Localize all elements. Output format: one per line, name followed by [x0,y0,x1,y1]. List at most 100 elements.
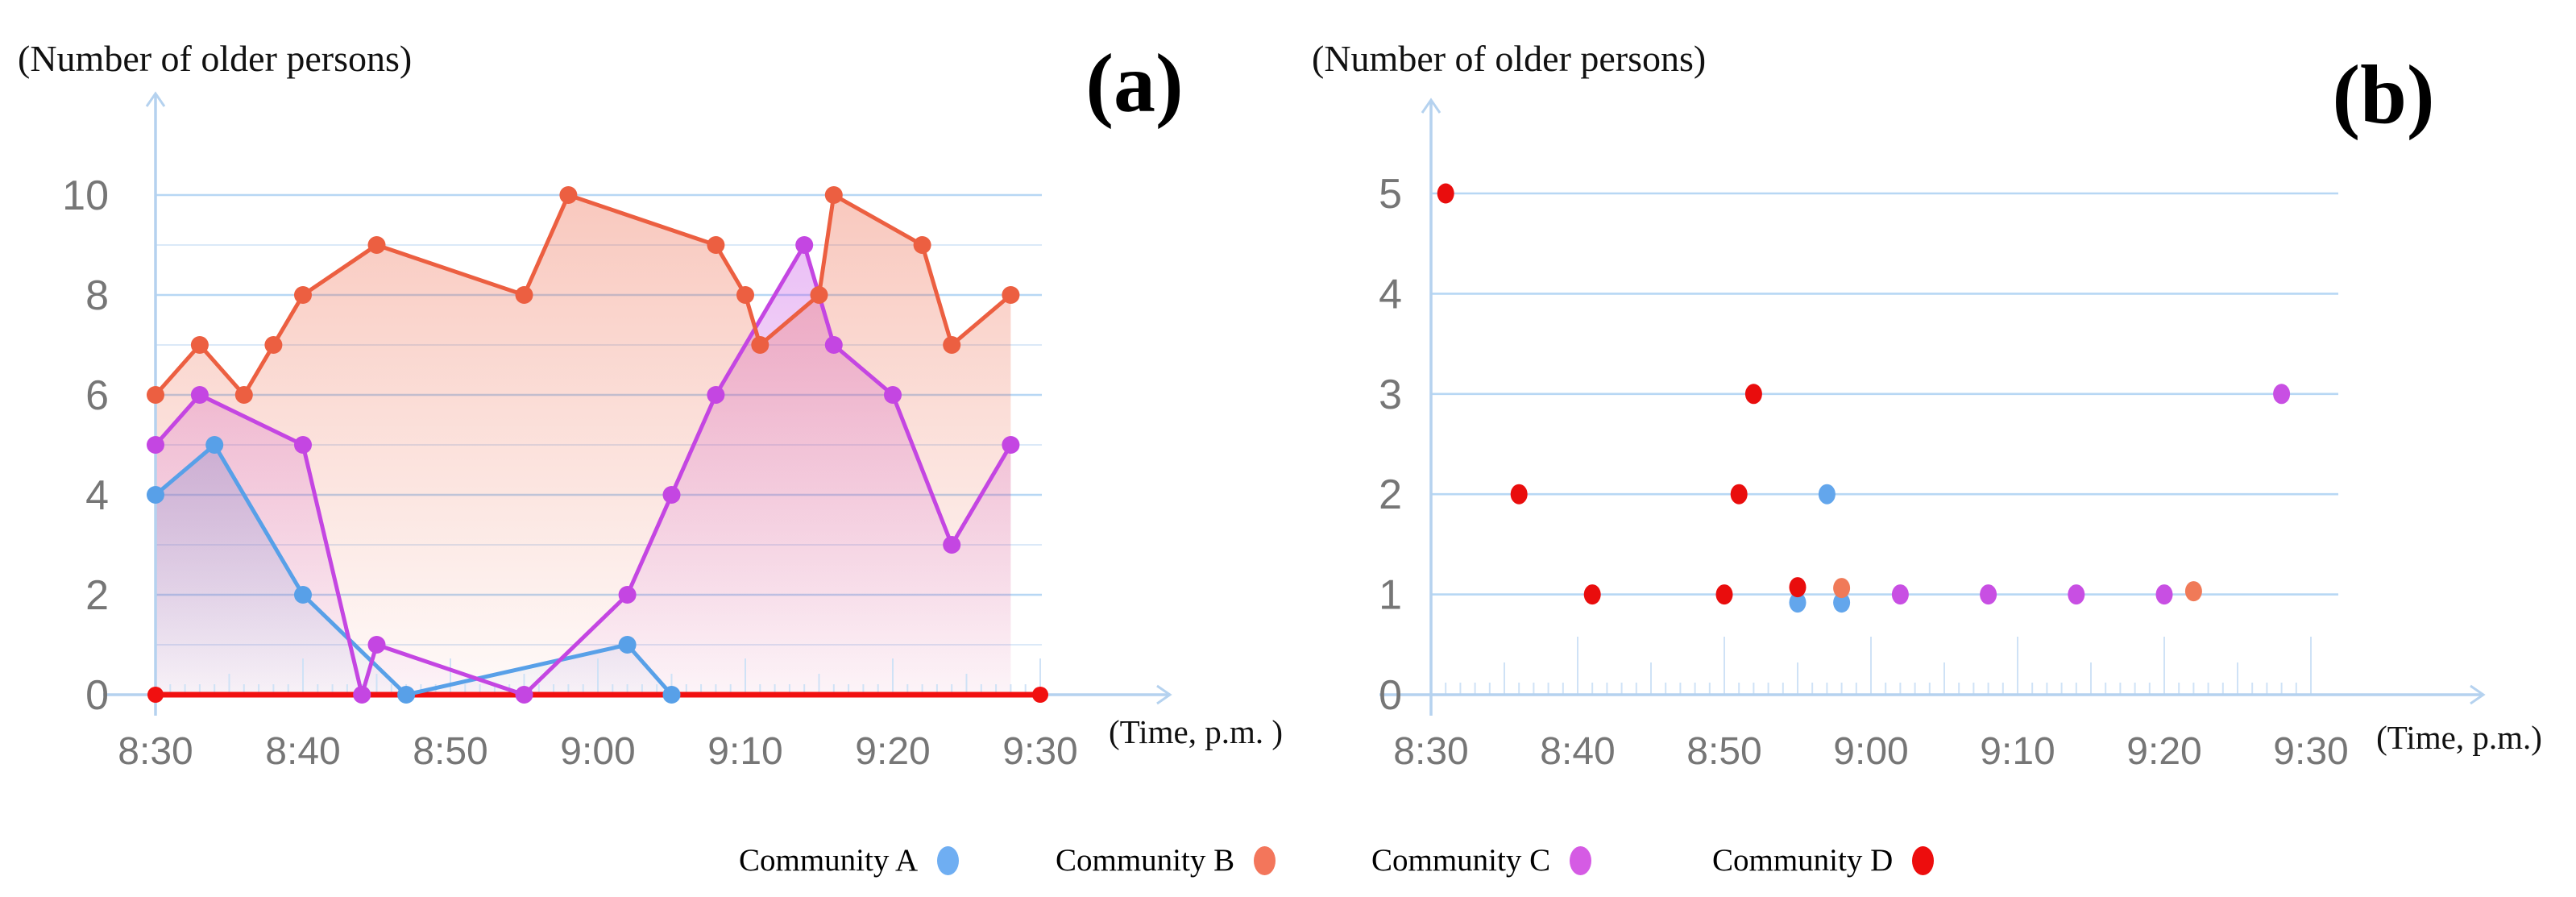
data-point-community-b [824,186,843,204]
data-point-community-d [1437,183,1454,204]
x-tick-label-9:00: 9:00 [560,730,635,773]
data-point-community-a [205,436,224,454]
data-point-community-c [2155,584,2173,605]
chart-b-panel-label: (b) [2332,48,2434,141]
x-axis-arrow-icon [1156,684,1172,705]
x-tick-label-9:10: 9:10 [707,730,782,773]
x-tick-label-9:20: 9:20 [855,730,930,773]
data-point-community-a [1789,592,1807,613]
data-point-community-c [1980,584,1997,605]
legend-label-community-b: Community B [1056,843,1235,878]
y-tick-label-6: 6 [85,372,109,419]
data-point-community-b [190,336,209,354]
x-tick-label-8:40: 8:40 [1540,730,1615,773]
legend-dot-community-b-icon [1254,846,1276,875]
data-point-community-b [707,236,725,254]
data-point-community-d [147,687,164,703]
data-point-community-c [943,536,961,554]
chart-b-title: (Number of older persons) [1312,38,1706,79]
data-point-community-a [294,586,312,604]
chart-a-panel-label: (a) [1085,37,1183,130]
data-point-community-d [1730,484,1748,505]
data-point-community-b [294,286,312,304]
data-point-community-b [1002,286,1020,304]
y-axis-arrow-icon [145,91,166,107]
legend-item-community-d: Community D [1712,835,1935,887]
legend-label-community-d: Community D [1712,843,1894,878]
legend-item-community-b: Community B [1056,835,1276,887]
data-point-community-b [1833,578,1851,599]
data-point-community-b [515,286,533,304]
data-point-community-c [618,586,637,604]
data-point-community-b [810,286,828,304]
series-fill-community-b [156,195,1011,695]
data-point-community-a [147,486,164,504]
x-tick-label-8:50: 8:50 [1686,730,1761,773]
legend-label-community-a: Community A [739,843,919,878]
x-tick-label-8:30: 8:30 [118,730,193,773]
data-point-community-a [1833,592,1851,613]
data-point-community-d [1032,687,1048,703]
data-point-community-c [662,486,681,504]
y-tick-label-1: 1 [1379,572,1402,619]
data-point-community-c [824,336,843,354]
legend-dot-community-a-icon [937,846,960,875]
data-point-community-b [943,336,961,354]
data-point-community-b [234,386,253,404]
x-tick-label-9:30: 9:30 [2273,730,2348,773]
x-tick-label-9:00: 9:00 [1833,730,1908,773]
series-line-community-b [153,193,1013,397]
legend-dot-community-c-icon [1570,846,1592,875]
chart-a: 0 2 4 6 8 10 8:30 8:40 8:50 9:00 9:10 9:20 9:30 [62,91,1172,773]
y-tick-label-2: 2 [1379,471,1402,518]
y-tick-label-5: 5 [1379,171,1402,218]
y-tick-label-3: 3 [1379,372,1402,418]
y-axis-arrow-icon [1421,98,1441,114]
data-point-community-a [1818,484,1836,505]
data-point-community-a [618,636,637,654]
data-point-community-c [2273,384,2291,405]
y-tick-label-0: 0 [85,672,109,719]
y-tick-label-0: 0 [1379,672,1402,719]
data-point-community-d [1789,577,1807,598]
data-point-community-c [2068,584,2085,605]
data-point-community-c [707,386,725,404]
data-point-community-c [1002,436,1020,454]
series-line-community-c [153,243,1013,697]
data-point-community-a [397,686,416,704]
data-point-community-c [884,386,902,404]
data-point-community-b [367,236,386,254]
data-point-community-b [913,236,931,254]
data-point-community-c [515,686,533,704]
x-tick-label-9:30: 9:30 [1002,730,1077,773]
legend: Community A Community B Community C Comm… [0,835,2576,891]
data-point-community-d [1715,584,1733,605]
y-tick-label-4: 4 [85,472,109,519]
data-point-community-b [751,336,769,354]
x-tick-label-8:30: 8:30 [1393,730,1468,773]
x-tick-label-9:20: 9:20 [2126,730,2201,773]
data-point-community-c [353,686,371,704]
x-tick-label-8:40: 8:40 [265,730,340,773]
data-point-community-b [264,336,283,354]
data-point-community-c [190,386,209,404]
chart-b: 0 1 2 3 4 5 8:30 8:40 8:50 9:00 9:10 9:20 9:30 [1379,98,2486,773]
legend-label-community-c: Community C [1371,843,1551,878]
data-point-community-c [147,436,164,454]
y-tick-label-2: 2 [85,572,109,619]
chart-a-title: (Number of older persons) [18,38,412,79]
legend-dot-community-d-icon [1912,846,1935,875]
chart-a-time-axis-label: (Time, p.m. ) [1109,713,1283,750]
data-point-community-c [367,636,386,654]
data-point-community-c [795,236,814,254]
x-tick-label-9:10: 9:10 [1980,730,2055,773]
data-point-community-b [2184,581,2202,602]
series-line-community-a [153,442,674,697]
data-point-community-c [294,436,312,454]
data-point-community-d [1583,584,1601,605]
data-point-community-d [1510,484,1528,505]
data-point-community-b [559,186,578,204]
y-tick-label-4: 4 [1379,271,1402,318]
